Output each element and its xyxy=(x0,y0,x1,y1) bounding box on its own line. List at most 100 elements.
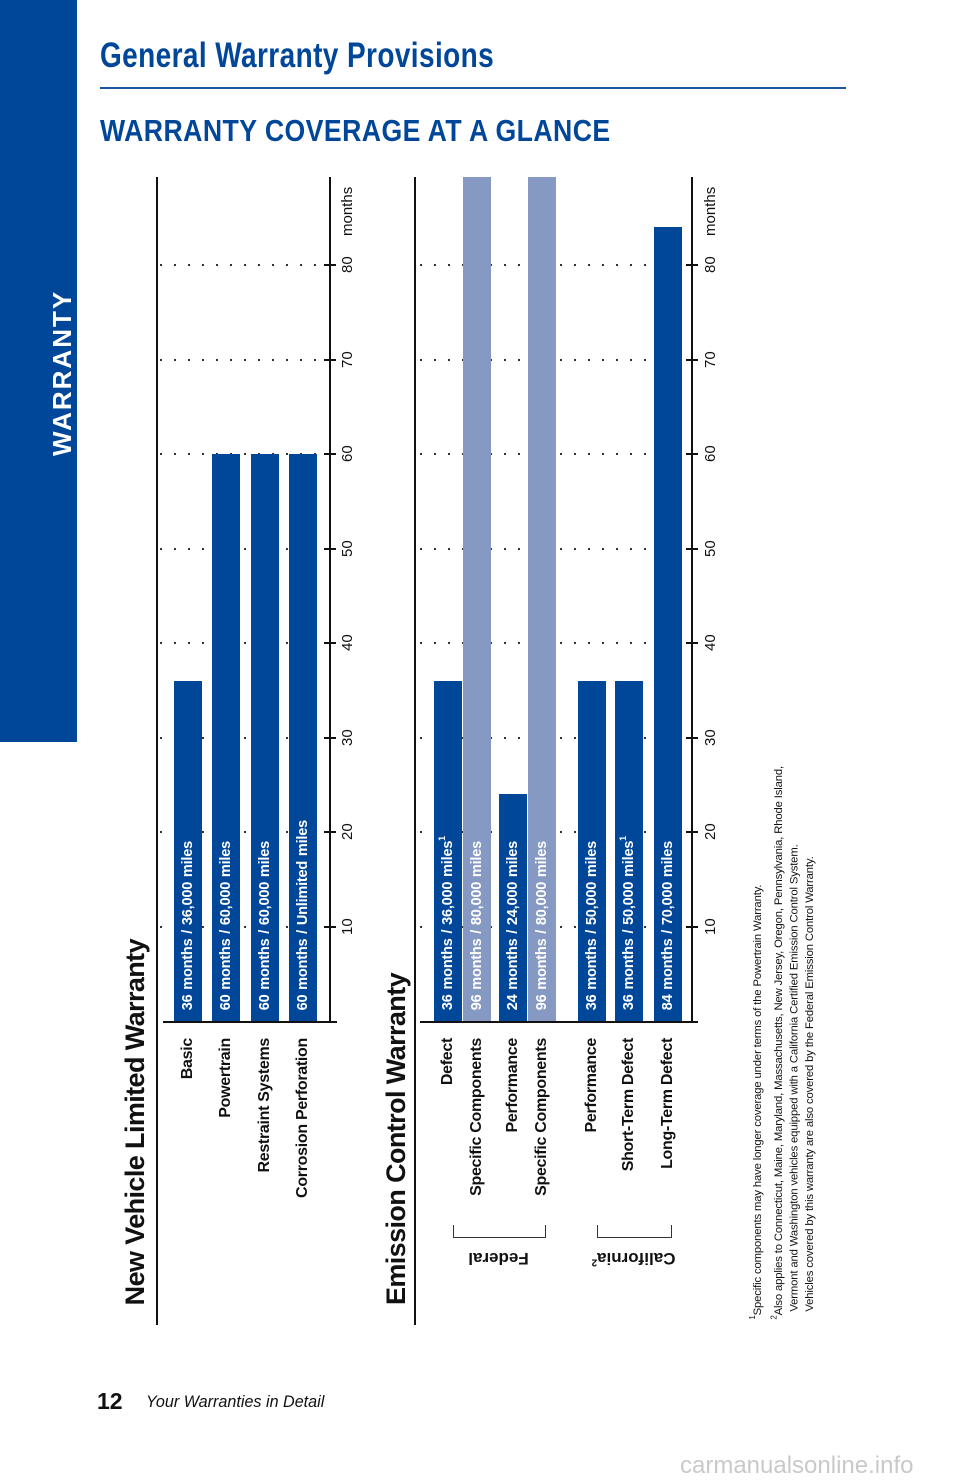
axis-tick-label: 30 xyxy=(339,729,356,746)
bar-value-text: 36 months / 50,000 miles xyxy=(584,840,600,1010)
group-label-california: California2 xyxy=(587,1248,680,1268)
bar-specific-components: 96 months / 80,000 miles xyxy=(528,177,556,1021)
footnote-line: 1Specific components may have longer cov… xyxy=(745,766,766,1320)
bar-value-label: 60 months / 60,000 miles xyxy=(251,841,279,1010)
group-label-text: Federal xyxy=(468,1249,529,1268)
bar-value-label: 36 months / 50,000 miles1 xyxy=(615,836,643,1010)
footnote-text: Vehicles covered by this warranty are al… xyxy=(804,856,817,1312)
watermark: carmanualsonline.info xyxy=(680,1452,914,1479)
group-label-federal: Federal xyxy=(443,1248,554,1268)
axis-tick-label: 70 xyxy=(702,351,719,368)
bar-value-label: 24 months / 24,000 miles xyxy=(499,841,527,1010)
bar-specific-components: 96 months / 80,000 miles xyxy=(463,177,491,1021)
bar-powertrain: 60 months / 60,000 miles xyxy=(212,454,240,1021)
axis-tick-label: 40 xyxy=(702,634,719,652)
bar-value-label: 36 months / 36,000 miles xyxy=(174,841,202,1010)
title-divider xyxy=(100,87,846,89)
bar-value-text: 84 months / 70,000 miles xyxy=(660,840,676,1010)
row-label: Defect xyxy=(439,1038,456,1086)
footnote-ref: 1 xyxy=(618,835,629,841)
gridline xyxy=(160,453,326,455)
category-baseline xyxy=(420,1021,698,1023)
bar-value-label: 60 months / 60,000 miles xyxy=(212,841,240,1010)
bar-value-text: 60 months / 60,000 miles xyxy=(257,840,273,1010)
footnote-ref: 2 xyxy=(591,1256,598,1268)
chart-title-new-vehicle: New Vehicle Limited Warranty xyxy=(120,938,150,1305)
row-label: Specific Components xyxy=(468,1038,485,1196)
bar-basic: 36 months / 36,000 miles xyxy=(174,680,202,1021)
row-label: Corrosion Perforation xyxy=(294,1038,311,1198)
bar-value-label: 84 months / 70,000 miles xyxy=(654,841,682,1010)
axis-tick-label: 50 xyxy=(339,540,356,557)
footnote-text: Also applies to Connecticut, Maine, Mary… xyxy=(773,766,786,1316)
bar-short-term-defect: 36 months / 50,000 miles1 xyxy=(615,680,643,1021)
bar-value-text: 96 months / 80,000 miles xyxy=(469,840,485,1010)
value-axis xyxy=(329,177,331,1022)
row-label: Powertrain xyxy=(217,1038,234,1118)
value-axis xyxy=(691,177,693,1022)
axis-unit-label: months xyxy=(339,186,356,236)
footnote-marker: 1 xyxy=(748,1315,757,1320)
bar-value-text: 60 months / Unlimited miles xyxy=(295,819,311,1010)
row-label: Restraint Systems xyxy=(256,1038,273,1173)
bar-corrosion-perforation: 60 months / Unlimited miles xyxy=(289,454,317,1021)
bar-value-text: 24 months / 24,000 miles xyxy=(505,840,521,1010)
axis-tick-label: 20 xyxy=(339,823,356,841)
axis-tick-label: 60 xyxy=(702,445,719,463)
axis-tick-label: 40 xyxy=(339,634,356,652)
gridline xyxy=(160,642,326,644)
gridline xyxy=(160,547,326,550)
row-label: Specific Components xyxy=(533,1038,550,1196)
axis-tick-label: 10 xyxy=(702,918,719,935)
bar-value-label: 36 months / 50,000 miles xyxy=(578,841,606,1010)
gridline xyxy=(160,831,326,833)
row-label: Short-Term Defect xyxy=(620,1038,637,1172)
section-subtitle: WARRANTY COVERAGE AT A GLANCE xyxy=(100,113,611,148)
gridline xyxy=(160,925,326,928)
gridline xyxy=(160,358,326,361)
chart-title-emission: Emission Control Warranty xyxy=(381,972,411,1305)
bar-performance: 24 months / 24,000 miles xyxy=(499,794,527,1021)
footnote-ref: 1 xyxy=(437,835,448,841)
row-label: Long-Term Defect xyxy=(659,1038,676,1169)
sidebar-tab: WARRANTY xyxy=(0,0,77,742)
footer-text: Your Warranties in Detail xyxy=(146,1392,325,1411)
footnote-line: Vehicles covered by this warranty are al… xyxy=(803,766,819,1320)
bar-value-text: 36 months / 36,000 miles xyxy=(440,840,456,1010)
axis-tick-label: 80 xyxy=(339,256,356,274)
bar-value-label: 96 months / 80,000 miles xyxy=(528,841,556,1010)
sidebar-label: WARRANTY xyxy=(47,289,77,457)
group-bracket xyxy=(453,1225,546,1238)
bar-value-label: 96 months / 80,000 miles xyxy=(463,841,491,1010)
footnote-line: 2Also applies to Connecticut, Maine, Mar… xyxy=(766,766,787,1320)
title-rule-line xyxy=(156,177,158,1325)
bar-value-text: 36 months / 50,000 miles xyxy=(621,840,637,1010)
bar-long-term-defect: 84 months / 70,000 miles xyxy=(654,227,682,1021)
bar-defect: 36 months / 36,000 miles1 xyxy=(434,680,462,1021)
row-label: Performance xyxy=(504,1038,521,1133)
footnotes: 1Specific components may have longer cov… xyxy=(745,766,819,1320)
bar-restraint-systems: 60 months / 60,000 miles xyxy=(251,454,279,1021)
row-label: Basic xyxy=(179,1038,196,1080)
footnote-marker: 2 xyxy=(769,1315,779,1320)
bar-value-text: 96 months / 80,000 miles xyxy=(534,840,550,1010)
page-number: 12 xyxy=(97,1388,123,1414)
bar-value-label: 60 months / Unlimited miles xyxy=(289,820,317,1010)
footnote-line: Vermont and Washington vehicles equipped… xyxy=(788,766,804,1320)
bar-value-label: 36 months / 36,000 miles1 xyxy=(434,836,462,1010)
axis-tick-label: 70 xyxy=(339,351,356,368)
axis-tick-label: 60 xyxy=(339,445,356,463)
title-rule-line xyxy=(414,177,416,1325)
axis-tick-label: 80 xyxy=(702,256,719,274)
axis-tick-label: 10 xyxy=(339,918,356,935)
page-title: General Warranty Provisions xyxy=(100,36,495,75)
row-label: Performance xyxy=(583,1038,600,1133)
group-label-text: California xyxy=(597,1249,676,1268)
gridline xyxy=(160,736,326,739)
bar-value-text: 60 months / 60,000 miles xyxy=(218,840,234,1010)
axis-tick-label: 20 xyxy=(702,823,719,841)
gridline xyxy=(160,264,326,266)
axis-tick-label: 50 xyxy=(702,540,719,557)
bar-performance: 36 months / 50,000 miles xyxy=(578,680,606,1021)
axis-unit-label: months xyxy=(702,186,719,236)
